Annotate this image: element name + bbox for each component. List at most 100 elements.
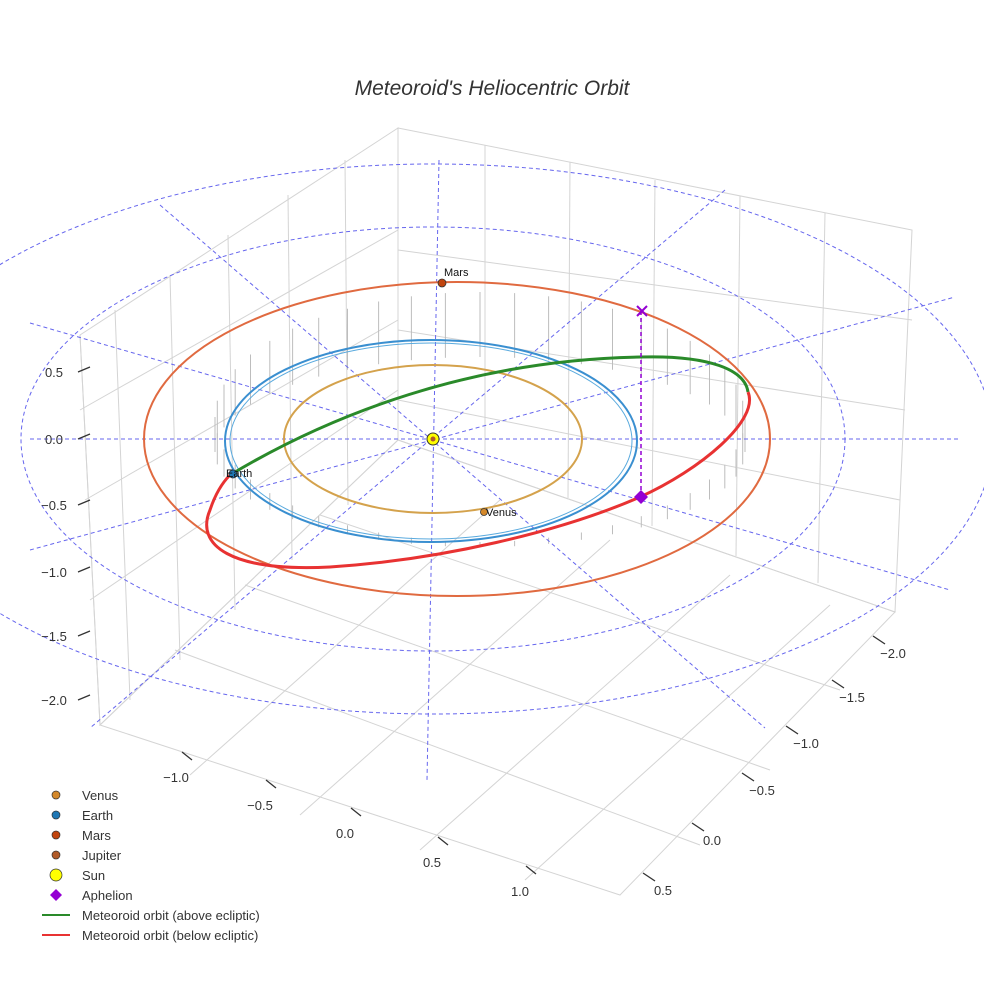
legend-label: Aphelion [82,888,133,903]
reference-spoke [89,189,726,729]
legend-marker [49,868,63,882]
y-tick-mark [831,679,845,689]
y-tick-label: −1.5 [839,690,865,705]
earth-orbit [224,339,638,543]
legend-item: Meteoroid orbit (below ecliptic) [42,928,258,943]
legend: Venus Earth Mars Jupiter Sun Aphelion Meteoroi… [42,788,260,943]
y-tick-label: −2.0 [880,646,906,661]
grid-line [79,229,399,411]
bodies: Mars Earth Venus [226,267,517,519]
legend-marker [51,830,61,840]
legend-item: Meteoroid orbit (above ecliptic) [42,908,260,923]
grid-line [817,212,826,584]
grid-line [287,194,293,561]
y-tick-label: 0.5 [654,883,672,898]
jupiter-marker [430,436,436,442]
x-tick-label: −1.0 [163,770,189,785]
legend-item: Mars [51,828,111,843]
grid-line [397,249,913,321]
mars-label: Mars [444,267,469,279]
mars-orbit [143,281,771,597]
venus-orbit [283,364,583,514]
legend-label: Earth [82,808,113,823]
grid-line [299,539,611,816]
chart-title: Meteoroid's Heliocentric Orbit [355,77,631,100]
legend-marker [51,810,61,820]
aphelion-projection-cross-icon [636,305,648,317]
legend-item: Aphelion [50,888,133,903]
venus-marker [480,508,488,516]
earth-label: Earth [226,468,252,480]
reference-spoke [29,296,956,551]
z-tick-label: −0.5 [41,498,67,513]
y-tick-label: −1.0 [793,736,819,751]
earth-marker [228,469,238,479]
aphelion-projection [634,305,648,504]
grid-line [567,161,571,499]
legend-item: Venus [51,788,119,803]
legend-marker [51,790,61,800]
axis-ticks: −1.0 −0.5 0.0 0.5 1.0 −2.0 −1.5 −1.0 −0.5 0.0 0.5 0… [41,365,906,899]
meteoroid-orbit-above [229,355,750,477]
z-tick-label: −1.0 [41,565,67,580]
z-tick-mark [77,630,91,637]
grid-line [419,574,731,851]
box-floor [99,439,896,896]
x-tick-mark [437,836,449,846]
grid-line [244,584,771,771]
grid-line [169,274,181,661]
legend-item: Jupiter [51,848,122,863]
x-tick-mark [525,865,537,875]
y-tick-label: −0.5 [749,783,775,798]
z-tick-label: −2.0 [41,693,67,708]
z-tick-mark [77,694,91,701]
z-tick-mark [77,366,91,373]
grid-line [319,514,841,691]
x-tick-mark [181,751,193,761]
y-tick-mark [741,772,755,782]
grid-line [344,159,349,506]
legend-label: Venus [82,788,119,803]
x-tick-mark [350,807,362,817]
y-tick-mark [691,822,705,832]
reference-spoke [426,159,440,781]
grid-line [524,604,831,881]
y-tick-mark [642,872,656,882]
reference-grid [0,159,984,781]
legend-label: Jupiter [82,848,122,863]
x-tick-label: 0.0 [336,826,354,841]
z-tick-label: −1.5 [41,629,67,644]
y-tick-label: 0.0 [703,833,721,848]
legend-label: Meteoroid orbit (below ecliptic) [82,928,258,943]
earth-orbit-inner [229,342,633,540]
x-tick-label: 1.0 [511,884,529,899]
venus-label: Venus [486,507,517,519]
legend-label: Meteoroid orbit (above ecliptic) [82,908,260,923]
meteoroid-orbit-below [205,391,751,570]
x-tick-mark [265,779,277,789]
x-tick-label: 0.5 [423,855,441,870]
y-tick-mark [872,635,886,645]
z-tick-mark [77,566,91,573]
grid-line [89,389,399,601]
legend-label: Mars [82,828,111,843]
grid-line [174,649,701,846]
legend-item: Earth [51,808,113,823]
z-tick-label: 0.0 [45,432,63,447]
grid-line [651,179,656,527]
grid-line [79,334,101,726]
z-tick-mark [77,499,91,506]
meteoroid-orbit [205,355,751,570]
reference-circle-outer [0,163,984,715]
aphelion-marker [634,490,648,504]
planet-orbits [143,281,771,597]
reference-spoke [29,322,951,591]
grid-line [397,399,901,501]
y-tick-mark [785,725,799,735]
z-tick-label: 0.5 [45,365,63,380]
z-tick-mark [77,433,91,440]
legend-marker [50,889,62,901]
grid-line [114,309,131,701]
legend-marker [51,850,61,860]
